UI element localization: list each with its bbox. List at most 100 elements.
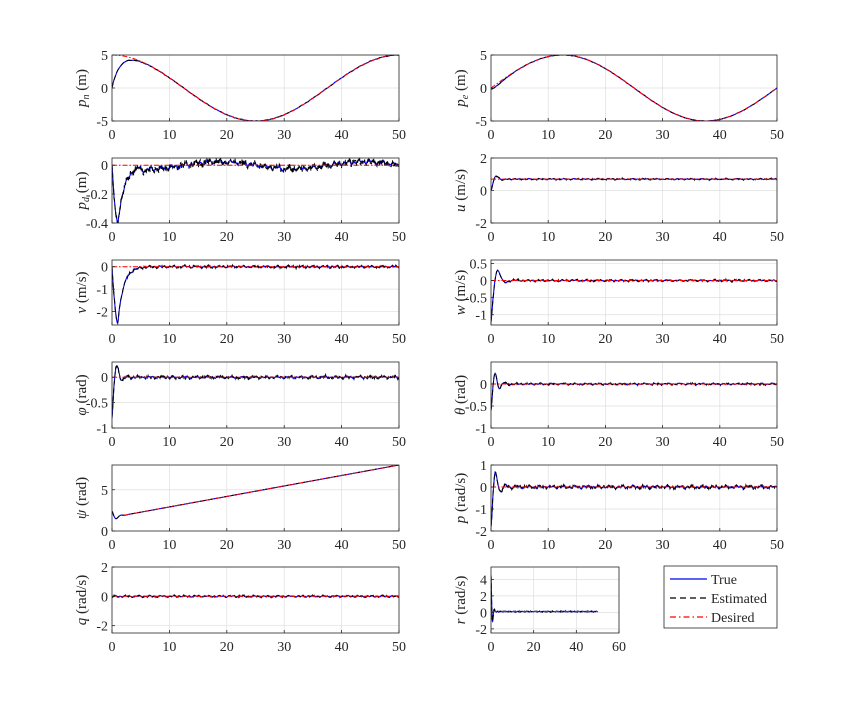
x-tick-label: 20 (220, 332, 234, 347)
x-tick-label: 10 (541, 332, 555, 347)
axes-box (111, 157, 400, 224)
y-tick-label: -2 (96, 620, 108, 635)
x-tick-label: 10 (162, 332, 176, 347)
x-tick-label: 30 (277, 538, 291, 553)
y-tick-label: 2 (480, 590, 487, 605)
x-tick-label: 10 (162, 230, 176, 245)
y-axis-label: θ (rad) (453, 375, 469, 415)
x-tick-label: 40 (713, 435, 727, 450)
y-axis-label: ψ (rad) (74, 477, 90, 519)
x-tick-label: 10 (541, 128, 555, 143)
y-tick-label: 0 (480, 82, 487, 97)
x-tick-label: 10 (541, 538, 555, 553)
y-axis-label: u (m/s) (453, 169, 469, 212)
y-tick-label: 0 (480, 606, 487, 621)
series-estimated (491, 174, 777, 191)
x-tick-label: 0 (109, 128, 116, 143)
x-tick-label: 30 (277, 332, 291, 347)
plot-area (112, 465, 399, 531)
y-tick-label: -1 (96, 283, 108, 298)
plot-area (491, 567, 619, 633)
x-tick-label: 0 (109, 640, 116, 655)
y-tick-label: 2 (101, 561, 108, 576)
x-tick-label: 50 (770, 435, 784, 450)
x-tick-label: 20 (220, 128, 234, 143)
y-tick-label: 0 (101, 590, 108, 605)
x-tick-label: 0 (488, 435, 495, 450)
x-tick-label: 60 (612, 640, 626, 655)
axes-box (111, 259, 400, 326)
series-desired (123, 465, 399, 516)
axes-box (111, 464, 400, 532)
x-tick-label: 40 (335, 128, 349, 143)
y-tick-label: 0 (480, 378, 487, 393)
x-tick-label: 50 (392, 538, 406, 553)
y-tick-label: -0.5 (465, 400, 487, 415)
subplot-pd: 0 10 20 30 40 50 -0.4 -0.2 0 pd (m) (74, 157, 406, 245)
x-tick-label: 30 (656, 435, 670, 450)
x-tick-label: 50 (770, 128, 784, 143)
legend: True Estimated Desired (663, 565, 778, 629)
x-tick-label: 40 (713, 332, 727, 347)
x-tick-label: 20 (220, 640, 234, 655)
subplot-psi: 0 10 20 30 40 50 0 5 ψ (rad) (74, 464, 406, 553)
y-tick-label: 0.5 (470, 257, 488, 272)
x-tick-label: 50 (770, 230, 784, 245)
x-tick-label: 20 (598, 332, 612, 347)
x-tick-label: 0 (488, 332, 495, 347)
series-estimated (112, 158, 399, 223)
x-tick-label: 10 (162, 538, 176, 553)
x-tick-label: 0 (488, 128, 495, 143)
plot-area (491, 260, 777, 325)
y-tick-label: -2 (475, 217, 487, 232)
axes-box (490, 464, 778, 532)
y-axis-label: v (m/s) (74, 271, 90, 313)
y-tick-label: 0 (101, 159, 108, 174)
x-tick-label: 10 (162, 640, 176, 655)
y-tick-label: 0 (480, 185, 487, 200)
series-estimated (491, 269, 777, 322)
y-axis-label: pd (m) (74, 172, 92, 211)
y-tick-label: 0 (480, 481, 487, 496)
y-axis-label: pe (m) (453, 69, 471, 107)
y-tick-label: -5 (475, 115, 487, 130)
x-tick-label: 0 (488, 230, 495, 245)
y-tick-label: -2 (475, 623, 487, 638)
x-tick-label: 20 (220, 230, 234, 245)
x-tick-label: 40 (335, 332, 349, 347)
x-tick-label: 20 (527, 640, 541, 655)
axes-box (111, 566, 400, 634)
x-tick-label: 30 (656, 230, 670, 245)
x-tick-label: 40 (335, 435, 349, 450)
legend-label-estimated: Estimated (711, 592, 767, 607)
x-tick-label: 50 (770, 538, 784, 553)
y-tick-label: 2 (480, 152, 487, 167)
x-tick-label: 30 (277, 128, 291, 143)
x-tick-label: 40 (713, 230, 727, 245)
y-tick-label: 0 (101, 82, 108, 97)
x-tick-label: 30 (277, 640, 291, 655)
series-desired (491, 55, 777, 121)
x-tick-label: 40 (335, 538, 349, 553)
plot-area (491, 465, 777, 531)
y-tick-label: -5 (96, 115, 108, 130)
plot-area (491, 362, 777, 428)
x-tick-label: 10 (162, 435, 176, 450)
axes-box (490, 361, 778, 429)
y-axis-label: p (rad/s) (453, 473, 469, 524)
x-tick-label: 50 (392, 128, 406, 143)
legend-label-true: True (711, 573, 737, 588)
x-tick-label: 40 (335, 640, 349, 655)
legend-label-desired: Desired (711, 611, 755, 626)
y-tick-label: -0.4 (86, 217, 108, 232)
x-tick-label: 40 (713, 538, 727, 553)
axes-box (111, 361, 400, 429)
x-tick-label: 40 (335, 230, 349, 245)
series-estimated (491, 471, 777, 528)
y-tick-label: -2 (96, 306, 108, 321)
x-tick-label: 50 (392, 332, 406, 347)
x-tick-label: 0 (109, 332, 116, 347)
